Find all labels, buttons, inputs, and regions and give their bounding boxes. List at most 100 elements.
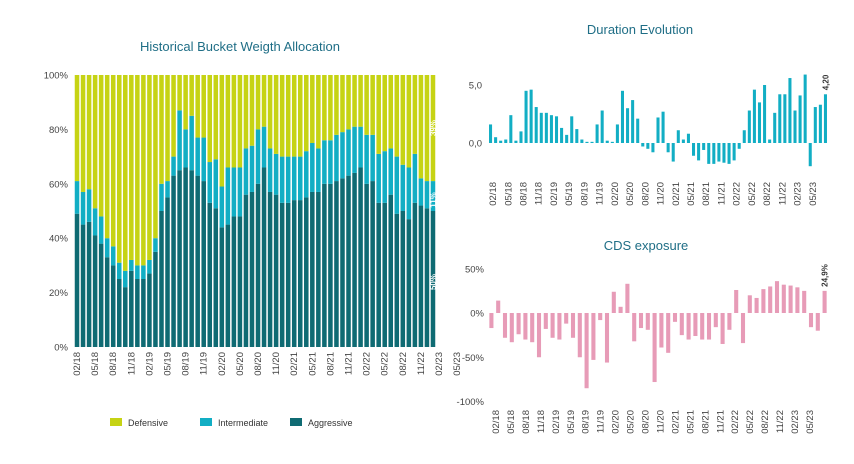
bar-defensive [394, 75, 400, 157]
y-tick-label: 0,0 [469, 139, 482, 150]
bar-intermediate [346, 129, 351, 176]
x-tick-label: 05/23 [452, 352, 463, 376]
x-tick-label: 08/19 [181, 352, 192, 376]
cds-bar [550, 313, 555, 338]
cds-bars [489, 281, 827, 389]
x-tick-label: 02/21 [670, 410, 681, 434]
bar-defensive [364, 75, 369, 135]
bar-intermediate [430, 181, 436, 211]
bar-intermediate [219, 186, 225, 228]
bar-aggressive [424, 208, 430, 347]
bar-defensive [92, 75, 98, 209]
bar-defensive [147, 75, 152, 260]
duration-bar [813, 107, 817, 143]
bar-aggressive [237, 216, 243, 347]
bar-defensive [243, 75, 249, 149]
bar-aggressive [92, 235, 98, 347]
bar-aggressive [412, 202, 418, 347]
x-tick-label: 11/19 [199, 352, 210, 375]
duration-bar [808, 143, 812, 167]
duration-bar [514, 140, 518, 143]
x-tick-label: 05/18 [90, 352, 101, 376]
x-tick-label: 08/21 [701, 182, 712, 206]
cds-bar [638, 313, 644, 329]
x-tick-label: 02/23 [793, 182, 804, 206]
cds-bar [536, 313, 542, 358]
allocation-legend: Defensive Intermediate Aggressive [110, 418, 353, 428]
duration-bar [565, 134, 569, 143]
bar-defensive [129, 75, 134, 260]
bar-defensive [310, 75, 315, 143]
bar-aggressive [267, 191, 273, 347]
bar-intermediate [394, 156, 400, 214]
bar-aggressive [400, 211, 406, 347]
x-tick-label: 02/21 [289, 352, 300, 376]
bar-intermediate [129, 259, 134, 271]
duration-bar [722, 143, 726, 163]
cds-bar [774, 281, 780, 313]
bar-intermediate [322, 140, 327, 184]
x-tick-label: 05/22 [747, 182, 758, 206]
duration-chart: Duration Evolution 0,0 5,0 02/18 05/18 08/1… [469, 22, 831, 206]
cds-bar [591, 313, 596, 360]
duration-bar [732, 143, 736, 161]
bar-intermediate [310, 143, 315, 192]
duration-bar [676, 130, 680, 143]
y-tick-label: 50% [465, 264, 485, 275]
bar-aggressive [231, 216, 237, 347]
x-tick-label: 08/21 [325, 352, 336, 376]
duration-bar [554, 116, 559, 143]
bar-aggressive [165, 197, 170, 347]
x-tick-label: 11/19 [596, 410, 607, 433]
duration-bar [570, 116, 574, 143]
bar-aggressive [116, 279, 122, 347]
cds-bar [598, 313, 603, 321]
bar-defensive [328, 75, 333, 141]
bar-intermediate [255, 129, 261, 184]
duration-y-axis: 0,0 5,0 [469, 81, 482, 150]
bar-intermediate [153, 238, 158, 252]
bar-defensive [400, 75, 406, 165]
cds-bar [788, 285, 793, 313]
bar-aggressive [201, 181, 206, 347]
bar-defensive [141, 75, 146, 266]
bar-defensive [358, 75, 363, 127]
bar-defensive [98, 75, 104, 217]
bar-defensive [382, 75, 387, 152]
duration-bar [615, 124, 619, 143]
duration-bar [504, 139, 508, 143]
bar-defensive [424, 75, 430, 182]
bar-aggressive [147, 273, 152, 347]
duration-bar [509, 115, 513, 143]
x-tick-label: 11/18 [536, 410, 547, 433]
bar-intermediate [352, 126, 357, 173]
y-tick-label: 80% [49, 125, 69, 136]
cds-bar [795, 287, 800, 313]
y-tick-label: 20% [49, 288, 69, 299]
bar-aggressive [304, 197, 309, 347]
x-tick-label: 05/21 [307, 352, 318, 376]
y-tick-label: 100% [44, 71, 69, 82]
cds-bar [489, 313, 494, 329]
duration-bar [763, 85, 767, 143]
x-tick-label: 05/23 [805, 410, 816, 434]
bar-aggressive [328, 183, 333, 347]
bar-defensive [231, 75, 237, 168]
x-tick-label: 11/22 [775, 410, 786, 433]
bar-defensive [195, 75, 200, 138]
bar-intermediate [334, 134, 339, 182]
bar-aggressive [249, 191, 255, 347]
cds-bar [557, 313, 562, 340]
duration-bar [747, 110, 751, 143]
cds-bar [740, 313, 746, 344]
duration-bar [823, 94, 827, 143]
bar-intermediate [92, 208, 98, 236]
duration-bar [529, 89, 533, 143]
x-tick-label: 05/20 [625, 182, 636, 206]
duration-bar [575, 129, 579, 143]
bar-aggressive [370, 181, 375, 347]
bar-intermediate [201, 137, 206, 182]
bar-defensive [261, 75, 267, 127]
bar-intermediate [86, 189, 92, 222]
